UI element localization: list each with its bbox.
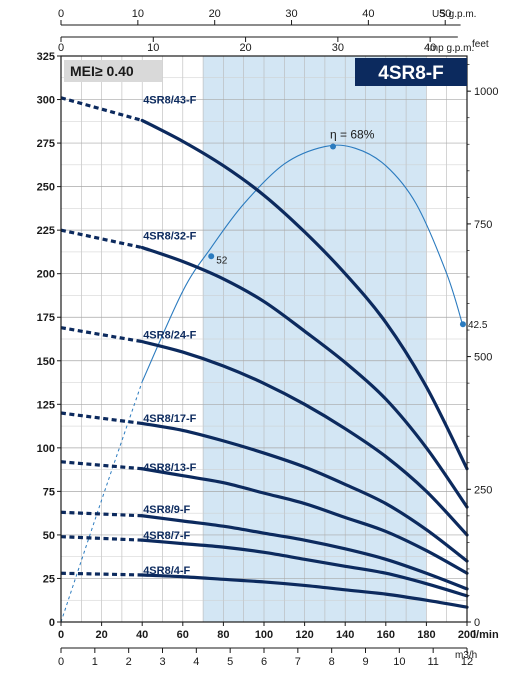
x-tick-label: 0 <box>58 629 64 641</box>
m3h-tick-label: 6 <box>261 656 267 668</box>
x-tick-label: 20 <box>95 629 107 641</box>
pump-curve <box>140 118 469 471</box>
pump-curve-label: 4SR8/24-F <box>143 330 196 342</box>
feet-tick-label: 500 <box>474 352 492 364</box>
efficiency-point-label: η = 68% <box>330 128 375 142</box>
usgpm-unit-label: US g.p.m. <box>432 9 476 20</box>
efficiency-point-label: 52 <box>216 255 228 266</box>
feet-unit-label: feet <box>472 39 489 50</box>
model-title-box <box>355 58 467 86</box>
model-title: 4SR8-F <box>378 63 443 84</box>
y-tick-label: 325 <box>37 51 55 63</box>
pump-curve <box>140 538 469 598</box>
y-tick-label: 300 <box>37 95 55 107</box>
impgpm-tick-label: 20 <box>239 42 251 54</box>
y-tick-label: 25 <box>43 573 55 585</box>
y-tick-label: 0 <box>49 617 55 629</box>
x-tick-label: 200 <box>458 629 476 641</box>
m3h-tick-label: 0 <box>58 656 64 668</box>
efficiency-point <box>459 321 466 328</box>
pump-curve-dashed <box>60 96 143 122</box>
x-tick-label: 100 <box>255 629 273 641</box>
y-tick-label: 50 <box>43 530 55 542</box>
usgpm-tick-label: 40 <box>362 8 374 20</box>
feet-tick-label: 1000 <box>474 86 498 98</box>
pump-curve <box>140 514 469 591</box>
impgpm-tick-label: 40 <box>424 42 436 54</box>
y-tick-label: 200 <box>37 269 55 281</box>
feet-tick-label: 0 <box>474 617 480 629</box>
feet-tick-label: 250 <box>474 484 492 496</box>
y-tick-label: 125 <box>37 399 55 411</box>
pump-curve <box>140 340 469 537</box>
pump-curve <box>140 467 469 575</box>
m3h-tick-label: 4 <box>193 656 199 668</box>
pump-curve <box>140 245 469 509</box>
y-tick-label: 150 <box>37 356 55 368</box>
pump-curve-label: 4SR8/13-F <box>143 462 196 474</box>
efficiency-curve-dashed <box>60 381 143 623</box>
m3h-tick-label: 2 <box>126 656 132 668</box>
usgpm-tick-label: 20 <box>209 8 221 20</box>
m3h-unit-label: m3/h <box>455 650 477 661</box>
y-tick-label: 175 <box>37 312 55 324</box>
pump-curve-label: 4SR8/43-F <box>143 95 196 107</box>
efficiency-point <box>208 253 215 260</box>
x-tick-label: 40 <box>136 629 148 641</box>
usgpm-tick-label: 0 <box>58 8 64 20</box>
pump-curve-dashed <box>60 411 143 426</box>
mei-box <box>64 60 162 82</box>
pump-curve-dashed <box>60 228 143 250</box>
x-tick-label: 180 <box>417 629 435 641</box>
m3h-tick-label: 3 <box>159 656 165 668</box>
m3h-tick-label: 12 <box>461 656 473 668</box>
x-tick-label: 60 <box>177 629 189 641</box>
y-tick-label: 250 <box>37 182 55 194</box>
x-tick-label: 120 <box>295 629 313 641</box>
efficiency-point-label: 42.5 <box>468 320 488 331</box>
usgpm-tick-label: 30 <box>285 8 297 20</box>
m3h-tick-label: 11 <box>427 656 438 668</box>
impgpm-unit-label: Imp g.p.m. <box>427 43 474 54</box>
pump-curve-dashed <box>60 326 143 344</box>
m3h-tick-label: 10 <box>393 656 405 668</box>
m3h-tick-label: 5 <box>227 656 233 668</box>
efficiency-point <box>330 143 337 150</box>
m3h-tick-label: 7 <box>295 656 301 668</box>
pump-curve-label: 4SR8/4-F <box>143 565 190 577</box>
feet-tick-label: 750 <box>474 219 492 231</box>
usgpm-tick-label: 50 <box>439 8 451 20</box>
y-tick-label: 275 <box>37 138 55 150</box>
x-unit-label: l/min <box>473 629 499 641</box>
impgpm-tick-label: 10 <box>147 42 159 54</box>
mei-label: MEI≥ 0.40 <box>70 63 134 79</box>
y-tick-label: 225 <box>37 225 55 237</box>
pump-curve <box>140 573 469 609</box>
m3h-tick-label: 1 <box>92 656 98 668</box>
x-tick-label: 160 <box>377 629 395 641</box>
pump-curve-label: 4SR8/9-F <box>143 504 190 516</box>
efficiency-curve <box>141 144 464 382</box>
impgpm-tick-label: 0 <box>58 42 64 54</box>
x-tick-label: 80 <box>217 629 229 641</box>
pump-curve-label: 4SR8/7-F <box>143 530 190 542</box>
y-tick-label: 75 <box>43 486 55 498</box>
m3h-tick-label: 9 <box>362 656 368 668</box>
impgpm-tick-label: 30 <box>332 42 344 54</box>
pump-curve <box>140 421 469 563</box>
pump-curve-label: 4SR8/32-F <box>143 230 196 242</box>
x-tick-label: 140 <box>336 629 354 641</box>
y-tick-label: 100 <box>37 443 55 455</box>
pump-curve-label: 4SR8/17-F <box>143 413 196 425</box>
usgpm-tick-label: 10 <box>132 8 144 20</box>
m3h-tick-label: 8 <box>329 656 335 668</box>
